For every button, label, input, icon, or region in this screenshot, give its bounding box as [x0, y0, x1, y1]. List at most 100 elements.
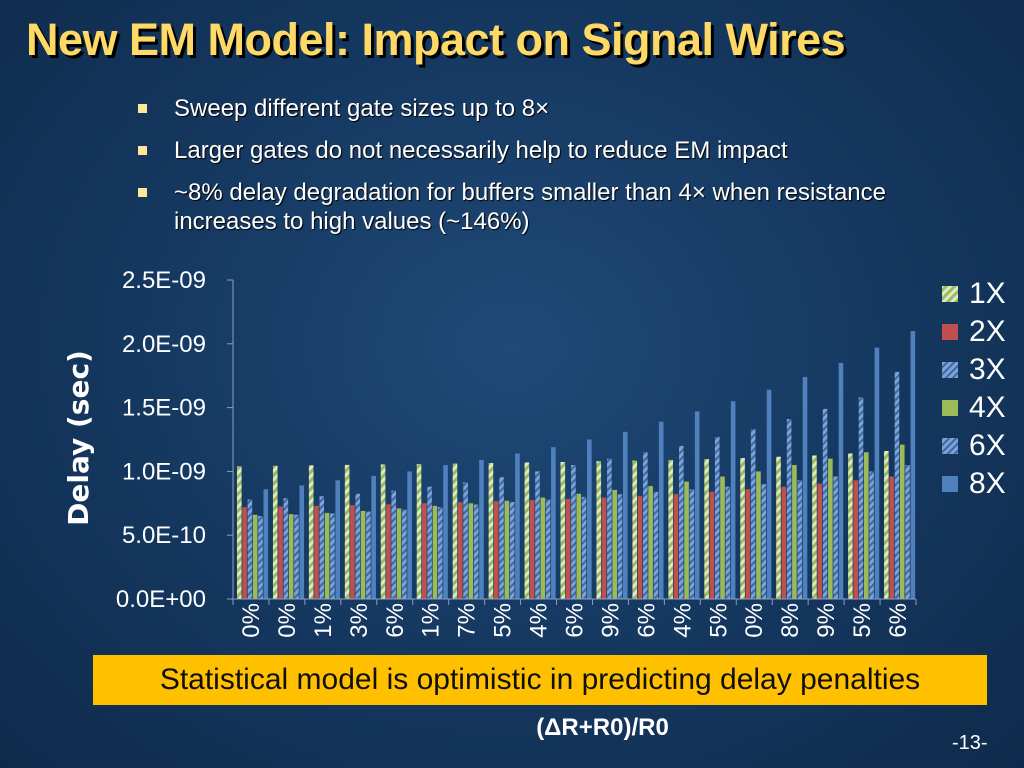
legend-swatch-1x	[942, 286, 958, 302]
bar-4x-14	[756, 471, 761, 599]
bar-1x-11	[632, 460, 638, 599]
x-tick-label: 0%	[741, 603, 768, 638]
bar-2x-12	[673, 494, 679, 599]
slide-title: New EM Model: Impact on Signal Wires	[26, 14, 846, 65]
x-tick-label: 6%	[633, 603, 660, 638]
bar-8x-9	[587, 439, 592, 599]
bar-3x-6	[463, 482, 468, 599]
bar-3x-17	[858, 397, 864, 599]
bar-1x-8	[524, 462, 530, 599]
bullet-square-icon	[138, 104, 147, 113]
bar-6x-4	[401, 509, 407, 599]
bar-6x-17	[869, 471, 874, 599]
bar-1x-17	[848, 453, 853, 599]
legend-label: 8X	[969, 467, 1006, 500]
bullet-text: ~8% delay degradation for buffers smalle…	[174, 179, 886, 235]
bar-1x-7	[488, 462, 494, 599]
bar-8x-18	[910, 331, 916, 599]
bar-8x-1	[299, 485, 305, 599]
x-tick-label: 1%	[310, 603, 337, 638]
legend-label: 2X	[969, 315, 1006, 348]
bar-6x-16	[833, 476, 838, 599]
y-tick-label: 0.0E+00	[116, 586, 206, 613]
x-tick-label: 5%	[849, 603, 876, 638]
bar-8x-16	[838, 362, 844, 599]
bar-1x-18	[884, 450, 889, 599]
bar-2x-2	[314, 505, 319, 599]
legend-swatch-8x	[942, 476, 958, 492]
bar-6x-13	[725, 486, 731, 599]
bar-3x-4	[391, 490, 396, 599]
bar-2x-14	[745, 489, 751, 599]
bar-8x-6	[479, 459, 484, 599]
bar-6x-8	[545, 499, 551, 599]
bar-4x-7	[504, 500, 510, 599]
bar-6x-7	[509, 502, 515, 599]
callout-box: Statistical model is optimistic in predi…	[93, 655, 987, 705]
bar-2x-10	[601, 497, 607, 599]
bar-4x-1	[288, 514, 294, 599]
bullet-text: Sweep different gate sizes up to 8×	[174, 95, 550, 122]
bar-8x-11	[658, 421, 664, 599]
bar-3x-5	[427, 486, 432, 599]
bar-1x-6	[452, 463, 458, 599]
bar-8x-17	[874, 347, 880, 599]
x-axis-label: (ΔR+R0)/R0	[536, 714, 669, 741]
x-tick-label: 0%	[274, 603, 301, 638]
legend-label: 4X	[969, 391, 1006, 424]
bar-2x-13	[709, 491, 715, 599]
bar-8x-13	[730, 401, 736, 599]
bar-1x-0	[237, 466, 242, 599]
legend-label: 1X	[969, 277, 1006, 310]
bar-8x-2	[335, 480, 340, 599]
bar-6x-12	[689, 489, 695, 599]
bar-3x-18	[894, 371, 900, 599]
bar-6x-5	[437, 507, 443, 599]
bar-8x-12	[694, 411, 700, 599]
bar-4x-5	[432, 505, 438, 599]
bar-4x-13	[720, 476, 725, 599]
bar-3x-2	[319, 496, 325, 599]
bar-4x-10	[612, 489, 617, 599]
y-tick-label: 2.5E-09	[122, 267, 206, 294]
bar-1x-5	[416, 463, 422, 599]
bar-4x-8	[540, 497, 546, 599]
x-tick-label: 6%	[382, 603, 409, 638]
legend-swatch-3x	[942, 362, 958, 378]
x-tick-label: 6%	[562, 603, 589, 638]
page-number: -13-	[952, 732, 988, 754]
bar-3x-16	[822, 408, 828, 599]
bar-8x-4	[407, 471, 412, 599]
bullet-item: Sweep different gate sizes up to 8×	[134, 94, 934, 123]
y-tick-label: 1.5E-09	[122, 395, 206, 422]
bar-4x-3	[360, 510, 366, 599]
y-tick-label: 5.0E-10	[122, 522, 206, 549]
bar-2x-9	[565, 498, 571, 599]
legend-label: 6X	[969, 429, 1006, 462]
bar-4x-15	[792, 465, 797, 599]
x-tick-label: 3%	[346, 603, 373, 638]
bar-8x-0	[263, 489, 269, 599]
x-tick-label: 9%	[813, 603, 840, 638]
bullet-item: ~8% delay degradation for buffers smalle…	[134, 178, 934, 236]
bar-4x-16	[828, 458, 833, 599]
bar-4x-18	[899, 444, 905, 599]
bar-6x-9	[581, 496, 587, 599]
bullet-item: Larger gates do not necessarily help to …	[134, 136, 934, 165]
bar-1x-16	[812, 455, 817, 599]
bar-6x-11	[653, 491, 659, 599]
legend-swatch-2x	[942, 324, 958, 340]
bullet-square-icon	[138, 146, 147, 155]
bar-2x-15	[781, 486, 787, 599]
y-axis-label: Delay (sec)	[62, 350, 95, 526]
bar-4x-17	[864, 452, 869, 599]
bar-1x-14	[740, 458, 745, 599]
bar-1x-10	[596, 461, 602, 599]
bar-3x-1	[283, 498, 289, 599]
legend-swatch-6x	[942, 438, 958, 454]
bar-4x-12	[684, 481, 689, 599]
x-tick-label: 0%	[238, 603, 265, 638]
x-tick-label: 4%	[669, 603, 696, 638]
bar-2x-0	[242, 507, 247, 599]
bar-3x-11	[643, 452, 648, 599]
